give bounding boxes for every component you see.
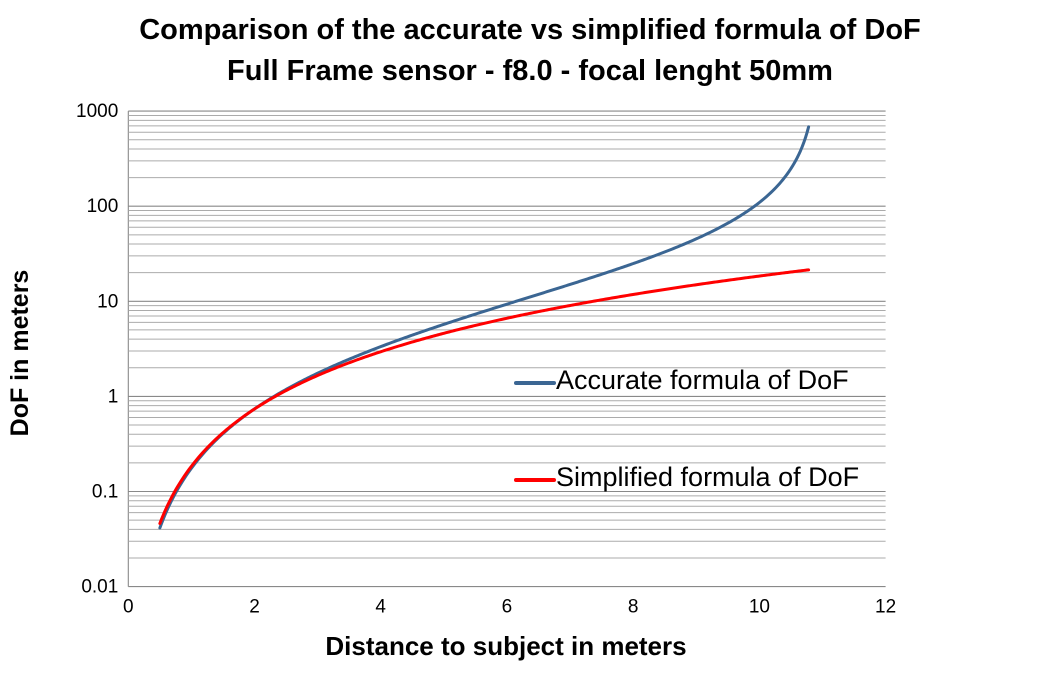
svg-text:0: 0 — [123, 597, 134, 618]
svg-text:100: 100 — [87, 196, 119, 217]
svg-text:10: 10 — [97, 291, 118, 312]
svg-text:2: 2 — [249, 597, 260, 618]
svg-text:12: 12 — [875, 597, 896, 618]
svg-text:0.01: 0.01 — [81, 577, 118, 598]
svg-text:1: 1 — [108, 386, 119, 407]
svg-text:1000: 1000 — [76, 101, 118, 122]
svg-text:0.1: 0.1 — [92, 482, 118, 503]
svg-text:6: 6 — [502, 597, 513, 618]
svg-text:10: 10 — [749, 597, 770, 618]
svg-text:4: 4 — [375, 597, 386, 618]
svg-text:8: 8 — [628, 597, 639, 618]
